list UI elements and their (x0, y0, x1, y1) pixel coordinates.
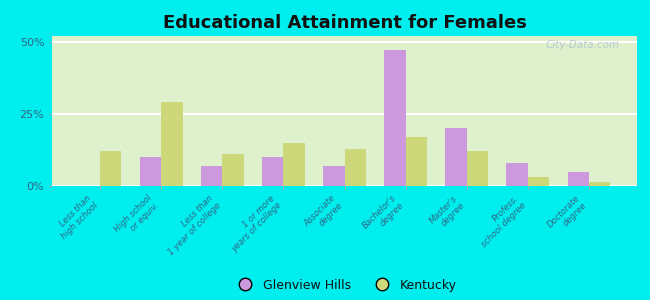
Bar (201, 166, 222, 186)
Bar (100, 152, 122, 186)
Bar (344, 148, 366, 186)
Bar (262, 157, 283, 186)
Bar (406, 137, 427, 186)
Title: Educational Attainment for Females: Educational Attainment for Females (162, 14, 526, 32)
Legend: Glenview Hills, Kentucky: Glenview Hills, Kentucky (227, 274, 462, 297)
Bar (384, 50, 406, 186)
Bar (506, 163, 528, 186)
Bar (323, 166, 345, 186)
Bar (445, 128, 467, 186)
Bar (140, 157, 161, 186)
Text: City-Data.com: City-Data.com (545, 40, 619, 50)
Bar (161, 102, 183, 186)
Bar (467, 152, 488, 186)
Bar (589, 182, 610, 186)
Bar (528, 177, 549, 186)
Bar (283, 143, 305, 186)
Bar (222, 154, 244, 186)
Bar (567, 172, 589, 186)
